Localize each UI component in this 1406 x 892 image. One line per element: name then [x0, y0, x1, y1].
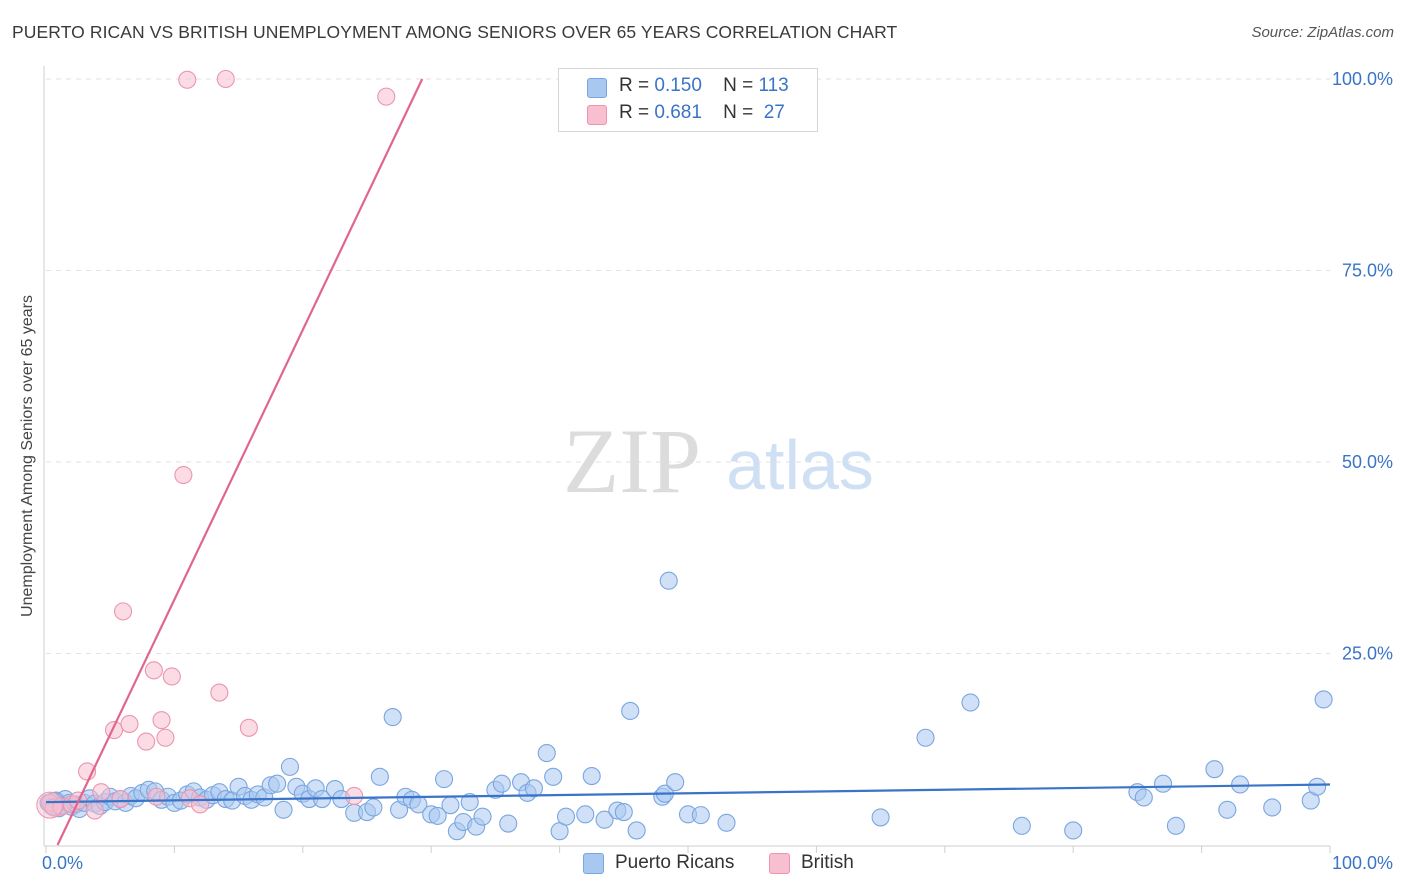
- data-point-puerto-rican: [1308, 777, 1327, 796]
- data-point-puerto-rican: [582, 767, 601, 786]
- data-point-puerto-rican: [659, 571, 678, 590]
- data-point-puerto-rican: [871, 808, 890, 827]
- y-tick-label: 100.0%: [1332, 69, 1393, 89]
- data-point-british: [239, 718, 258, 737]
- data-point-puerto-rican: [1154, 774, 1173, 793]
- data-point-puerto-rican: [537, 744, 556, 763]
- british-points: [36, 69, 396, 820]
- data-point-puerto-rican: [460, 793, 479, 812]
- legend-swatch-british: [769, 853, 790, 874]
- trend-lines: [45, 78, 1331, 846]
- source-label: Source: ZipAtlas.com: [1251, 24, 1394, 41]
- data-point-puerto-rican: [1218, 800, 1237, 819]
- data-point-puerto-rican: [621, 701, 640, 721]
- axes: [43, 66, 1331, 853]
- data-point-british: [191, 795, 210, 814]
- n-value: 27: [763, 102, 785, 123]
- data-point-british: [120, 714, 139, 734]
- data-point-puerto-rican: [370, 767, 389, 786]
- data-point-british: [144, 661, 163, 680]
- data-point-puerto-rican: [1231, 775, 1250, 794]
- data-point-british: [216, 69, 235, 89]
- legend-swatch-puerto-ricans: [583, 853, 604, 874]
- data-point-british: [152, 711, 171, 730]
- data-point-british: [147, 787, 166, 806]
- data-point-puerto-rican: [1205, 760, 1224, 779]
- legend-text: R = 0.150 N = 113: [619, 75, 789, 96]
- data-point-puerto-rican: [717, 813, 736, 832]
- data-point-puerto-rican: [434, 770, 454, 789]
- data-point-puerto-rican: [383, 708, 402, 727]
- data-point-puerto-rican: [280, 757, 300, 776]
- watermark-atlas: atlas: [726, 426, 874, 504]
- data-point-puerto-rican: [576, 805, 595, 824]
- data-point-puerto-rican: [473, 807, 492, 826]
- data-point-puerto-rican: [268, 774, 287, 793]
- r-value: 0.150: [654, 75, 702, 96]
- data-point-puerto-rican: [595, 810, 614, 829]
- data-point-puerto-rican: [428, 806, 447, 825]
- data-point-british: [210, 683, 229, 702]
- x-tick-label-min: 0.0%: [42, 853, 83, 873]
- data-point-british: [92, 783, 111, 802]
- data-point-british: [36, 791, 64, 819]
- legend-swatch-british: [587, 105, 607, 125]
- y-tick-label: 50.0%: [1342, 452, 1393, 472]
- data-point-british: [345, 786, 364, 806]
- gridlines: [46, 78, 1330, 654]
- data-point-puerto-rican: [364, 798, 383, 817]
- data-point-british: [377, 87, 396, 106]
- data-point-british: [156, 728, 175, 747]
- legend-swatch-puerto-ricans: [587, 78, 607, 98]
- chart-title: PUERTO RICAN VS BRITISH UNEMPLOYMENT AMO…: [12, 22, 898, 42]
- y-tick-label: 75.0%: [1342, 261, 1393, 281]
- y-tick-label: 25.0%: [1342, 644, 1393, 664]
- legend-label: British: [801, 852, 854, 873]
- data-point-british: [174, 465, 193, 485]
- data-point-british: [113, 602, 133, 621]
- n-value: 113: [758, 75, 789, 96]
- data-point-puerto-rican: [1166, 816, 1185, 835]
- data-point-british: [137, 732, 156, 751]
- data-point-puerto-rican: [274, 800, 293, 819]
- legend-text: R = 0.681 N = 27: [619, 102, 785, 123]
- data-point-puerto-rican: [614, 803, 633, 822]
- data-point-puerto-rican: [916, 728, 935, 747]
- data-point-british: [85, 801, 104, 820]
- data-point-puerto-rican: [441, 796, 460, 815]
- data-point-puerto-rican: [1263, 798, 1282, 817]
- data-point-puerto-rican: [627, 821, 646, 840]
- data-point-puerto-rican: [492, 774, 511, 793]
- r-value: 0.681: [654, 102, 702, 123]
- data-point-puerto-rican: [544, 767, 563, 786]
- data-point-puerto-rican: [961, 693, 980, 712]
- data-point-puerto-rican: [1134, 788, 1153, 807]
- data-point-british: [178, 70, 197, 89]
- legend-label: Puerto Ricans: [615, 852, 735, 873]
- trend-line-british: [56, 78, 424, 846]
- data-point-puerto-rican: [1064, 821, 1083, 840]
- data-point-british: [111, 789, 130, 809]
- data-point-puerto-rican: [1314, 690, 1333, 709]
- data-point-puerto-rican: [666, 773, 685, 792]
- watermark-zip: ZIP: [563, 410, 701, 512]
- data-point-british: [162, 667, 181, 686]
- data-point-puerto-rican: [556, 807, 576, 826]
- x-tick-label-max: 100.0%: [1332, 853, 1393, 873]
- data-point-puerto-rican: [499, 814, 518, 833]
- stats-legend: R = 0.150 N = 113 R = 0.681 N = 27: [558, 68, 818, 132]
- data-point-puerto-rican: [1012, 816, 1031, 835]
- data-point-puerto-rican: [524, 779, 543, 798]
- tick-labels: 25.0% 50.0% 75.0% 100.0% 0.0% 100.0%: [42, 69, 1393, 873]
- trend-line-puerto-ricans: [45, 783, 1331, 804]
- data-point-puerto-rican: [691, 806, 710, 825]
